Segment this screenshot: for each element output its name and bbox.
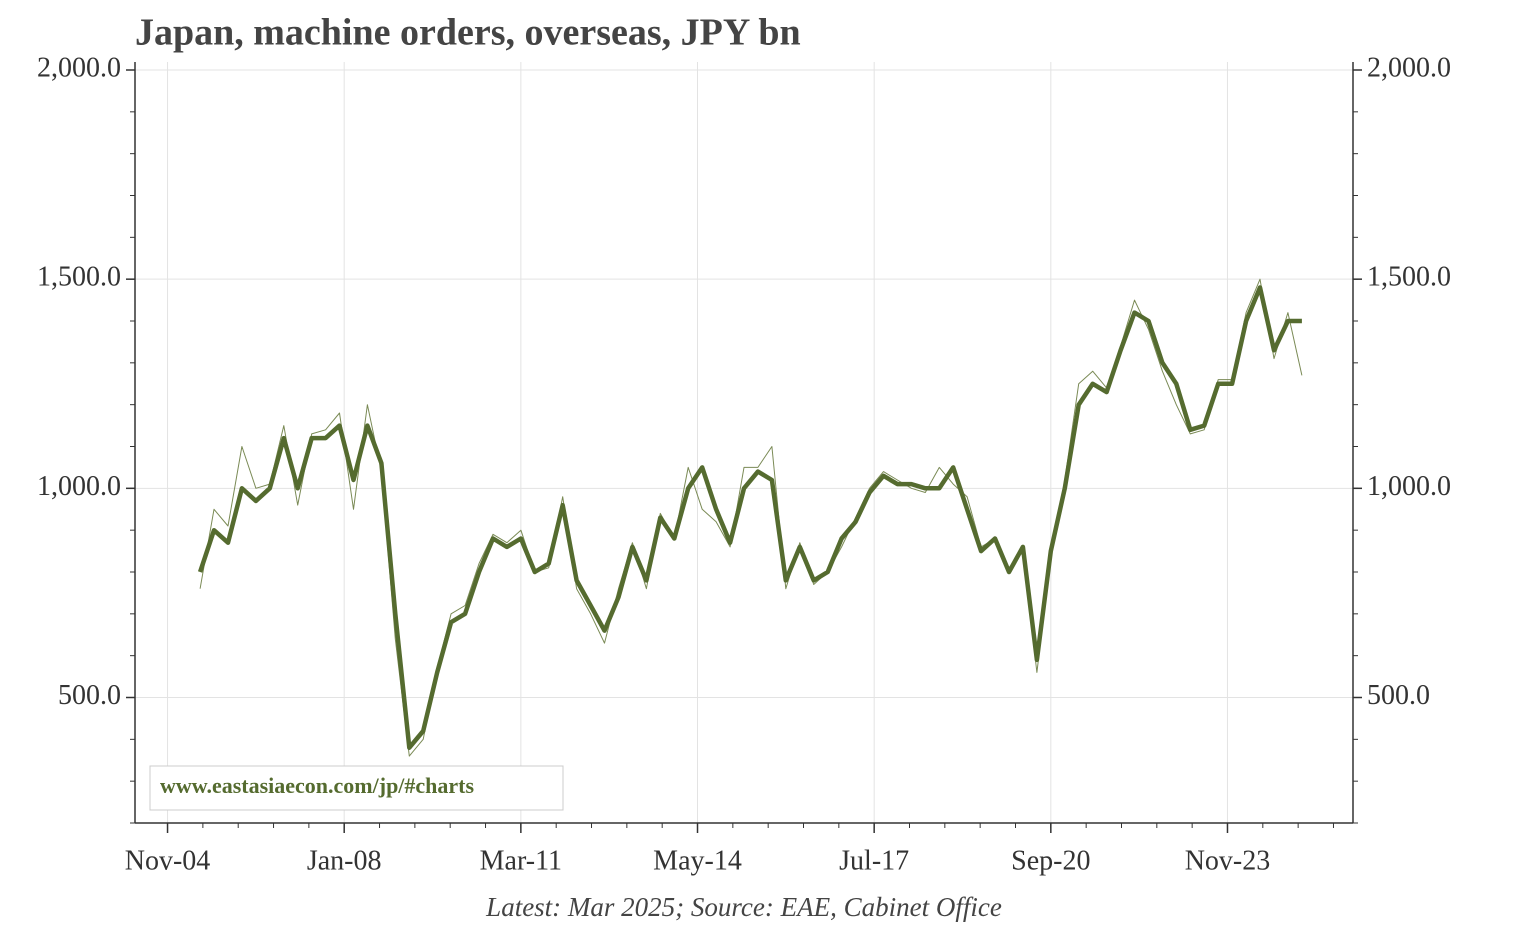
y2-tick-label: 2,000.0 <box>1367 52 1451 83</box>
y2-tick-label: 500.0 <box>1367 680 1430 711</box>
y-tick-label: 2,000.0 <box>37 52 121 83</box>
x-tick-label: May-14 <box>653 845 742 876</box>
x-tick-label: Jan-08 <box>307 845 382 876</box>
y2-tick-label: 1,000.0 <box>1367 471 1451 502</box>
x-tick-label: Jul-17 <box>839 845 909 876</box>
chart-title: Japan, machine orders, overseas, JPY bn <box>135 12 801 54</box>
x-tick-label: Sep-20 <box>1011 845 1090 876</box>
y-tick-label: 1,000.0 <box>37 471 121 502</box>
series-line <box>199 278 1303 757</box>
y-tick-label: 1,500.0 <box>37 262 121 293</box>
y-tick-label: 500.0 <box>58 680 121 711</box>
x-tick-label: Nov-04 <box>125 845 211 876</box>
x-tick-label: Mar-11 <box>480 845 562 876</box>
y2-tick-label: 1,500.0 <box>1367 262 1451 293</box>
plot-area: 500.0 500.0 1,000.0 1,000.0 1,500.0 1,500.0 2,… <box>37 52 1451 876</box>
watermark-box <box>149 765 564 811</box>
x-tick-label: Nov-23 <box>1185 845 1271 876</box>
series-line <box>197 285 1302 750</box>
source-note: Latest: Mar 2025; Source: EAE, Cabinet O… <box>485 892 1002 922</box>
watermark: www.eastasiaecon.com/jp/#charts <box>160 773 475 798</box>
